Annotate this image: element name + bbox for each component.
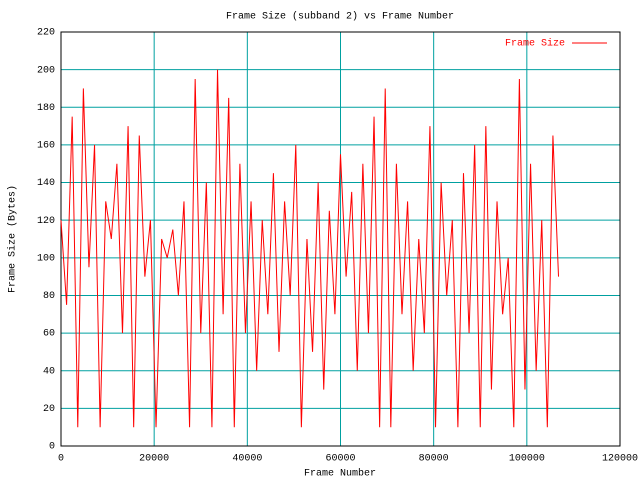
y-tick-label: 80 bbox=[43, 291, 55, 302]
x-axis-label: Frame Number bbox=[304, 468, 376, 480]
y-tick-label: 0 bbox=[49, 442, 55, 453]
x-tick-label: 20000 bbox=[139, 454, 169, 465]
x-tick-label: 40000 bbox=[232, 454, 262, 465]
x-tick-label: 60000 bbox=[325, 454, 355, 465]
y-tick-label: 140 bbox=[37, 178, 55, 189]
x-tick-label: 0 bbox=[58, 454, 64, 465]
y-tick-label: 120 bbox=[37, 216, 55, 227]
y-tick-label: 100 bbox=[37, 253, 55, 264]
data-line bbox=[60, 69, 560, 428]
y-axis-label: Frame Size (Bytes) bbox=[7, 185, 19, 293]
legend-label: Frame Size bbox=[505, 38, 565, 50]
x-tick-label: 80000 bbox=[419, 454, 449, 465]
y-tick-label: 60 bbox=[43, 329, 55, 340]
x-tick-label: 120000 bbox=[602, 454, 638, 465]
y-tick-label: 200 bbox=[37, 65, 55, 76]
y-tick-label: 40 bbox=[43, 366, 55, 377]
y-tick-label: 220 bbox=[37, 28, 55, 39]
x-tick-label: 100000 bbox=[509, 454, 545, 465]
y-tick-label: 180 bbox=[37, 103, 55, 114]
chart-title: Frame Size (subband 2) vs Frame Number bbox=[226, 11, 454, 23]
y-tick-label: 20 bbox=[43, 404, 55, 415]
plot-border bbox=[60, 31, 621, 447]
y-tick-label: 160 bbox=[37, 141, 55, 152]
